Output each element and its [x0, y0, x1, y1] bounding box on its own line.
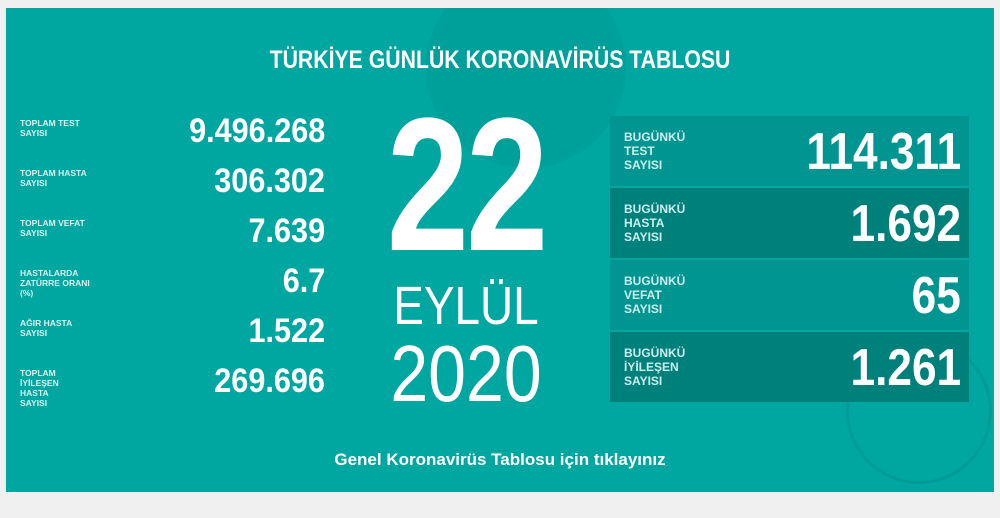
total-recovered: TOPLAM İYİLEŞEN HASTA SAYISI 269.696: [20, 362, 325, 408]
total-cases: TOPLAM HASTA SAYISI 306.302: [20, 162, 325, 200]
today-deaths: BUGÜNKÜ VEFAT SAYISI 65: [610, 260, 969, 330]
virus-watermark-icon: [426, 8, 626, 168]
date-day: 22: [386, 79, 549, 291]
page-title: TÜRKİYE GÜNLÜK KORONAVİRÜS TABLOSU: [269, 46, 731, 74]
total-deaths: TOPLAM VEFAT SAYISI 7.639: [20, 212, 325, 250]
total-test: TOPLAM TEST SAYISI 9.496.268: [20, 112, 325, 150]
covid-table-panel[interactable]: TÜRKİYE GÜNLÜK KORONAVİRÜS TABLOSU TOPLA…: [6, 8, 994, 492]
today-recovered: BUGÜNKÜ İYİLEŞEN SAYISI 1.261: [610, 332, 969, 402]
date-month: EYLÜL: [393, 276, 539, 336]
today-test: BUGÜNKÜ TEST SAYISI 114.311: [610, 116, 969, 186]
general-table-link[interactable]: Genel Koronavirüs Tablosu için tıklayını…: [334, 450, 666, 469]
pneumonia-rate: HASTALARDA ZATÜRRE ORANI (%) 6.7: [20, 262, 325, 300]
severe-cases: AĞIR HASTA SAYISI 1.522: [20, 312, 325, 350]
today-cases: BUGÜNKÜ HASTA SAYISI 1.692: [610, 188, 969, 258]
date-year: 2020: [390, 329, 542, 418]
